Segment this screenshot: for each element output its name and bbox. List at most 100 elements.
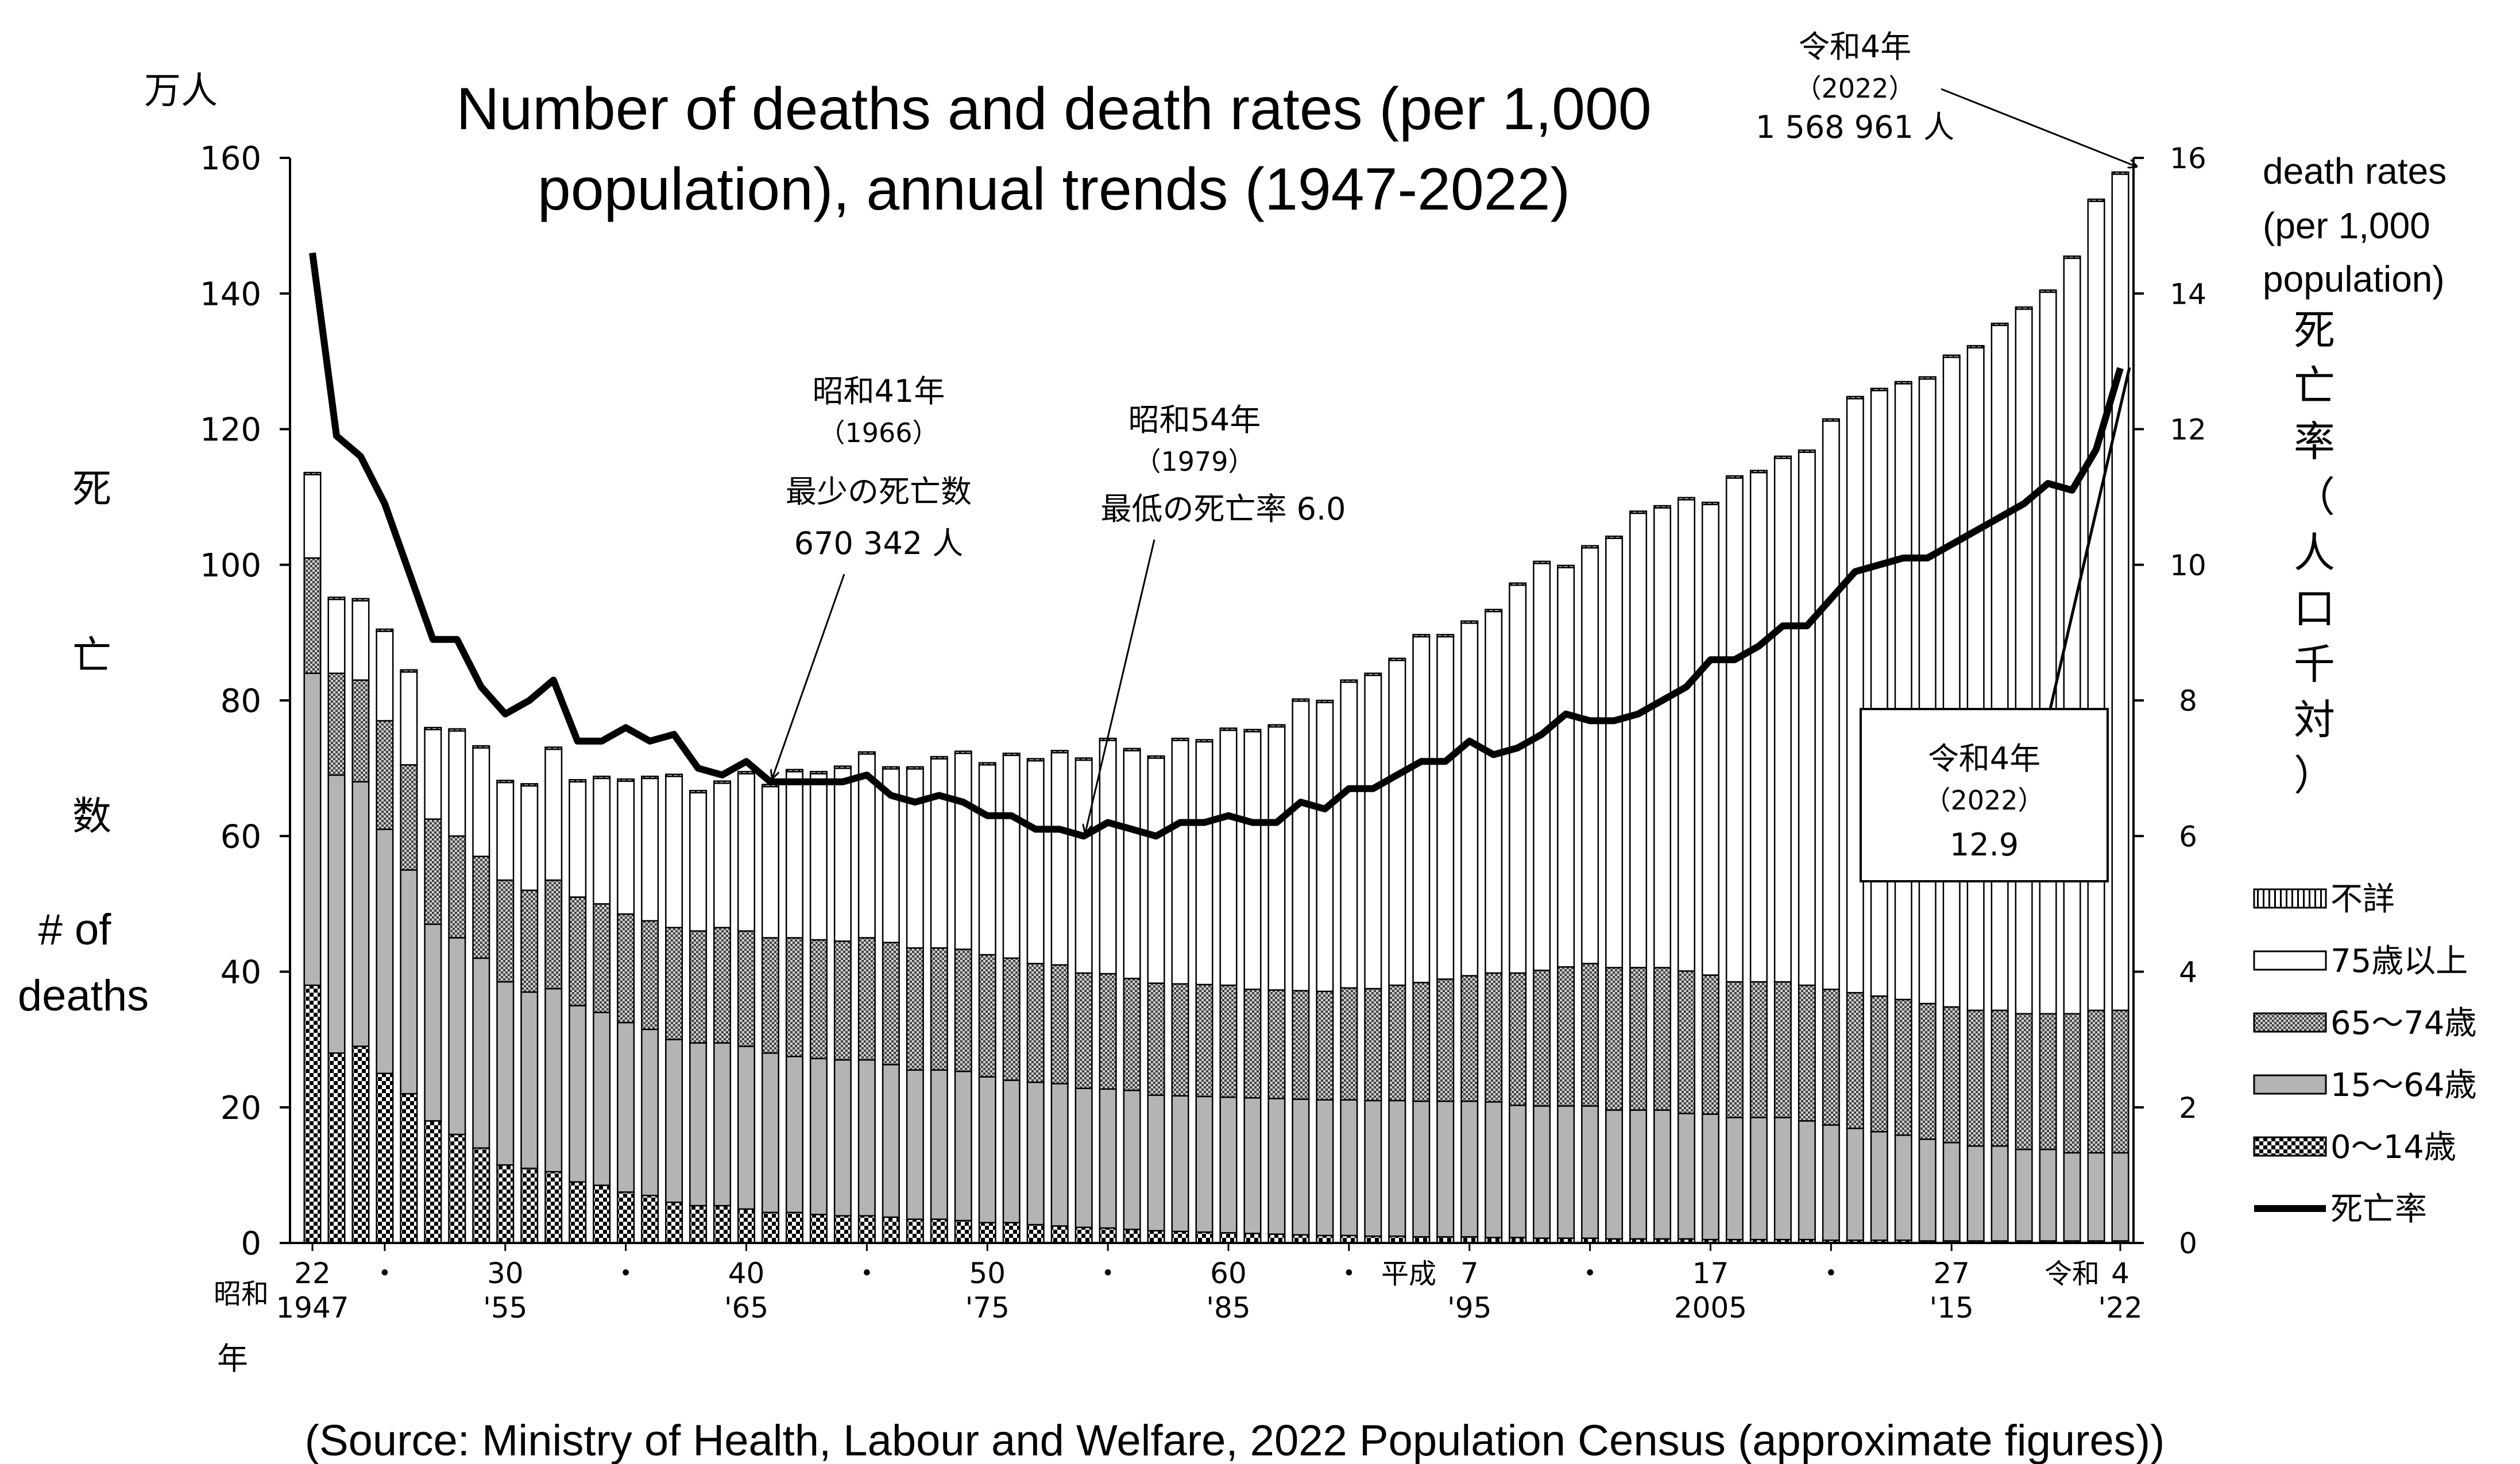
bar-segment: [882, 942, 900, 1066]
legend-label: 75歳以上: [2330, 943, 2468, 980]
bar-segment: [689, 792, 708, 932]
bar-segment: [496, 781, 515, 881]
y-right-label-jp-char: 人: [2294, 529, 2335, 577]
bar-segment: [1991, 1009, 2009, 1147]
bar-segment: [1749, 1117, 1768, 1241]
bar-segment: [761, 1052, 780, 1214]
x-tick-label: ・: [852, 1257, 881, 1290]
bar-segment: [809, 1058, 828, 1215]
bar-segment: [1075, 972, 1093, 1089]
bar-segment: [1243, 731, 1262, 990]
bar-segment: [2039, 291, 2057, 1014]
x-tick-label: ・: [1576, 1257, 1605, 1290]
bar-segment: [424, 818, 442, 925]
bar-segment: [1219, 984, 1238, 1098]
bar-segment: [327, 1052, 346, 1244]
bar-segment: [1942, 1006, 1961, 1144]
bar-segment: [737, 930, 756, 1047]
bar-segment: [1364, 1099, 1382, 1237]
bar-segment: [1870, 388, 1888, 392]
x-tick-sublabel: '22: [2098, 1291, 2142, 1324]
legend-swatch: [2253, 1136, 2327, 1157]
bar-segment: [713, 780, 732, 784]
bar-segment: [351, 679, 370, 783]
bar-segment: [930, 947, 948, 1071]
bar-segment: [1773, 458, 1792, 983]
bar-segment: [448, 1133, 466, 1244]
bar-segment: [1147, 982, 1165, 1096]
bar-segment: [400, 869, 418, 1095]
bar-segment: [2015, 306, 2033, 310]
bar-segment: [617, 1021, 635, 1193]
bar-segment: [1773, 1117, 1792, 1241]
bar-segment: [1725, 475, 1744, 479]
bar-segment: [1099, 739, 1117, 975]
bar-segment: [713, 1042, 732, 1207]
y-right-tick-label: 6: [2179, 820, 2197, 853]
bar-segment: [1629, 967, 1648, 1111]
bar-segment: [1870, 995, 1888, 1133]
annotation-1966-desc: 最少の死亡数: [786, 474, 972, 510]
bar-segment: [906, 1218, 924, 1244]
bar-segment: [1533, 1105, 1551, 1239]
bar-segment: [1267, 1233, 1286, 1244]
bar-segment: [1653, 967, 1672, 1111]
bar-segment: [1219, 727, 1238, 731]
bar-segment: [930, 756, 948, 760]
bar-segment: [617, 913, 635, 1024]
bar-segment: [1942, 354, 1961, 358]
y-right-tick-label: 12: [2170, 413, 2206, 447]
chart-title-line1: Number of deaths and death rates (per 1,…: [456, 76, 1651, 142]
source-note: (Source: Ministry of Health, Labour and …: [305, 1416, 2165, 1464]
bar-segment: [641, 920, 659, 1031]
bar-segment: [1364, 675, 1382, 990]
bar-segment: [376, 720, 394, 830]
bar-segment: [785, 769, 803, 773]
bar-segment: [1243, 1097, 1262, 1234]
bar-segment: [761, 785, 780, 939]
bar-segment: [809, 1214, 828, 1244]
bar-segment: [424, 1120, 442, 1244]
x-tick-label: ・: [1335, 1257, 1363, 1290]
bar-segment: [617, 1191, 635, 1244]
bar-segment: [1846, 992, 1864, 1129]
bar-segment: [327, 597, 346, 601]
y-left-label-jp-0: 死: [72, 467, 111, 512]
bar-segment: [1340, 1099, 1358, 1237]
bar-segment: [1581, 963, 1599, 1107]
annotation-2022-value: 1 568 961 人: [1756, 109, 1954, 145]
bar-segment: [1677, 1113, 1696, 1240]
x-tick-sublabel: '95: [1447, 1291, 1491, 1324]
bar-segment: [1171, 737, 1189, 741]
legend-swatch: [2253, 1012, 2327, 1033]
bar-segment: [569, 896, 587, 1006]
bar-segment: [1460, 1100, 1479, 1238]
bar-segment: [448, 728, 466, 732]
bar-segment: [424, 923, 442, 1122]
x-tick-label: 17: [1692, 1257, 1729, 1290]
bar-segment: [1123, 978, 1141, 1091]
bar-segment: [1846, 398, 1864, 994]
bar-segment: [1581, 547, 1599, 965]
bar-segment: [593, 1012, 611, 1186]
bar-segment: [544, 1171, 563, 1244]
bar-segment: [569, 781, 587, 898]
y-left-tick-label: 100: [200, 547, 261, 584]
bar-segment: [689, 1204, 708, 1244]
bar-segment: [520, 1167, 539, 1244]
bar-segment: [665, 776, 683, 928]
annotation-2022-era: 令和4年: [1799, 29, 1911, 65]
y-right-label-jp-char: 死: [2294, 306, 2335, 354]
bar-segment: [737, 773, 756, 932]
annotation-2022-deaths: 令和4年 （2022） 1 568 961 人: [1756, 29, 2136, 166]
bar-segment: [930, 758, 948, 949]
bar-segment: [882, 766, 900, 770]
y-right-tick-label: 14: [2170, 277, 2206, 311]
x-tick-label: 22: [294, 1257, 331, 1290]
annotation-2022-rate-value: 12.9: [1950, 827, 2019, 863]
x-tick-sublabel: '75: [965, 1291, 1010, 1324]
bar-segment: [1147, 755, 1165, 759]
bar-segment: [1653, 507, 1672, 969]
y-right-tick-label: 2: [2179, 1091, 2197, 1125]
bar-segment: [1123, 750, 1141, 979]
